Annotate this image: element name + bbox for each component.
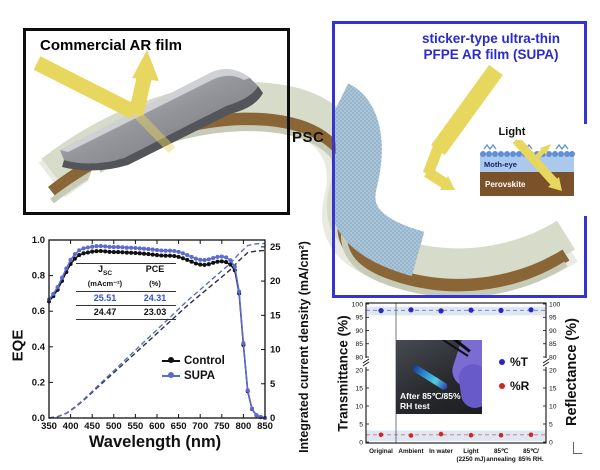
svg-text:0: 0 xyxy=(270,413,275,424)
thin-film xyxy=(411,363,449,392)
svg-text:Light: Light xyxy=(463,448,479,455)
svg-text:350: 350 xyxy=(41,421,57,432)
svg-text:500: 500 xyxy=(106,421,122,432)
svg-text:95: 95 xyxy=(355,315,363,322)
supa-film xyxy=(334,83,425,277)
svg-text:85: 85 xyxy=(355,341,363,348)
svg-text:0.6: 0.6 xyxy=(32,306,45,317)
reflectance-dot-icon xyxy=(499,383,505,389)
svg-text:0.0: 0.0 xyxy=(32,413,45,424)
transmittance-axis-label: Transmittance (%) xyxy=(335,315,351,432)
svg-text:0.2: 0.2 xyxy=(32,377,45,388)
moth-eye-label: Moth-eye xyxy=(484,160,517,169)
wavelength-axis-label: Wavelength (nm) xyxy=(88,433,222,451)
svg-text:85℃: 85℃ xyxy=(494,448,508,455)
svg-text:0.8: 0.8 xyxy=(32,271,45,282)
svg-text:95: 95 xyxy=(549,315,557,322)
svg-text:5: 5 xyxy=(359,421,363,428)
photo-caption: After 85℃/85% RH test xyxy=(400,391,461,411)
svg-text:85% RH.: 85% RH. xyxy=(518,456,543,463)
svg-text:20: 20 xyxy=(355,367,363,374)
eqe-chart: 350 400 450 500 550 600 650 700 750 800 850 0.0 0.2 0… xyxy=(32,235,282,432)
svg-text:15: 15 xyxy=(355,385,363,392)
svg-text:80: 80 xyxy=(549,354,557,361)
table-row-control: 24.47 23.03 xyxy=(76,306,176,320)
corner-mark xyxy=(573,442,582,454)
svg-text:15: 15 xyxy=(549,385,557,392)
water-mark xyxy=(483,143,497,151)
reflectance-axis-label: Reflectance (%) xyxy=(564,318,580,426)
svg-text:0: 0 xyxy=(549,439,553,446)
svg-text:100: 100 xyxy=(549,301,561,308)
svg-text:10: 10 xyxy=(355,403,363,410)
supa-label-line1: sticker-type ultra-thin xyxy=(421,31,561,46)
svg-text:10: 10 xyxy=(270,345,281,356)
integrated-current-axis-label: Integrated current density (mA/cm²) xyxy=(297,241,311,453)
device-illustration xyxy=(33,50,578,298)
film-photo-inset: After 85℃/85% RH test xyxy=(396,340,482,414)
legend-item-reflectance: %R xyxy=(499,377,529,395)
legend-item-supa: SUPA xyxy=(162,368,225,383)
psc-label: PSC xyxy=(292,129,325,146)
glove xyxy=(457,362,482,410)
svg-text:In water: In water xyxy=(429,448,453,455)
legend-item-transmittance: %T xyxy=(499,353,529,371)
svg-text:400: 400 xyxy=(63,421,79,432)
svg-text:600: 600 xyxy=(149,421,165,432)
incident-light-arrow xyxy=(422,65,503,190)
svg-text:100: 100 xyxy=(352,301,364,308)
svg-text:Original: Original xyxy=(369,448,393,455)
svg-text:450: 450 xyxy=(84,421,100,432)
svg-text:annealing: annealing xyxy=(486,456,516,463)
eqe-legend: Control SUPA xyxy=(162,353,225,383)
svg-text:20: 20 xyxy=(270,276,281,287)
transmittance-dot-icon xyxy=(499,359,505,365)
perovskite-label: Perovskite xyxy=(485,180,526,189)
legend-item-control: Control xyxy=(162,353,225,368)
control-marker-icon xyxy=(162,357,180,363)
moth-eye-schematic xyxy=(480,140,575,196)
table-units-row: (mAcm⁻²) (%) xyxy=(76,279,176,292)
svg-text:90: 90 xyxy=(355,328,363,335)
reflected-light-arrow xyxy=(33,50,176,154)
svg-text:750: 750 xyxy=(214,421,230,432)
moth-eye-layer xyxy=(480,154,574,172)
light-label: Light xyxy=(498,126,526,138)
svg-text:0: 0 xyxy=(359,439,363,446)
moth-eye-inset: Light Moth-eye Perovskite xyxy=(476,124,588,216)
svg-text:25: 25 xyxy=(270,242,281,253)
svg-text:800: 800 xyxy=(235,421,251,432)
table-header-row: JSC PCE xyxy=(97,264,165,277)
tr-legend: %T %R xyxy=(499,353,529,395)
svg-text:700: 700 xyxy=(192,421,208,432)
svg-text:850: 850 xyxy=(257,421,273,432)
svg-text:Ambient: Ambient xyxy=(398,448,424,455)
svg-text:20: 20 xyxy=(549,367,557,374)
supa-label-line2: PFPE AR film (SUPA) xyxy=(423,46,559,62)
svg-text:0.4: 0.4 xyxy=(32,342,46,353)
svg-text:85: 85 xyxy=(549,341,557,348)
supa-marker-icon xyxy=(162,372,180,378)
commercial-ar-film xyxy=(60,69,263,171)
table-row-supa: 25.51 24.31 xyxy=(76,292,176,306)
svg-text:1.0: 1.0 xyxy=(32,235,45,246)
svg-text:10: 10 xyxy=(549,403,557,410)
commercial-ar-film-box: Commercial AR film xyxy=(23,28,290,215)
svg-text:15: 15 xyxy=(270,310,281,321)
jsc-pce-table: JSC PCE (mAcm⁻²) (%) 25.51 24.31 24.47 2… xyxy=(76,263,176,320)
svg-text:90: 90 xyxy=(549,328,557,335)
supa-box-label: sticker-type ultra-thin PFPE AR film (SU… xyxy=(402,31,580,62)
svg-text:5: 5 xyxy=(270,379,276,390)
svg-text:80: 80 xyxy=(355,354,363,361)
svg-text:(2250 mJ): (2250 mJ) xyxy=(456,456,485,463)
svg-text:5: 5 xyxy=(549,421,553,428)
water-mark xyxy=(555,143,569,151)
svg-text:650: 650 xyxy=(171,421,187,432)
commercial-ar-film-label: Commercial AR film xyxy=(40,37,182,54)
svg-text:550: 550 xyxy=(127,421,143,432)
svg-text:85℃/: 85℃/ xyxy=(523,448,539,455)
eqe-axis-label: EQE xyxy=(9,329,27,362)
inset-light-arrow xyxy=(512,140,562,191)
